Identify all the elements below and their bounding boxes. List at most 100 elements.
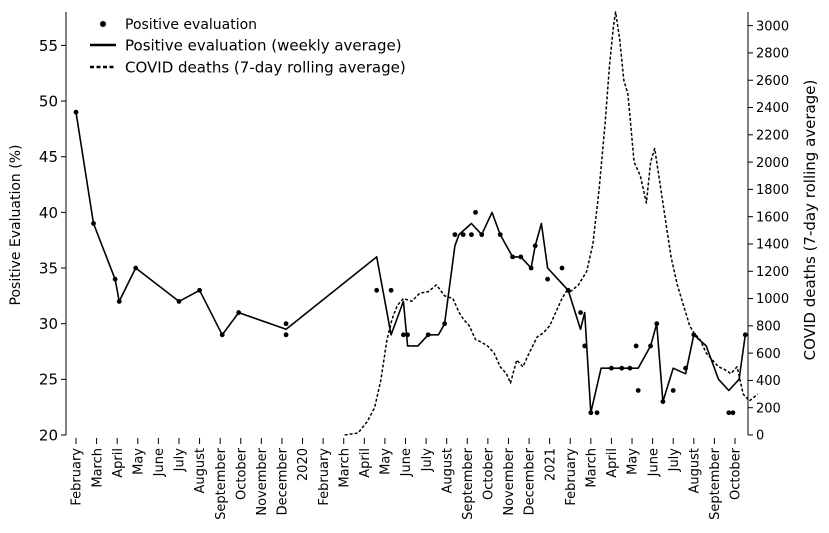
right-axis-tick-label: 1400 (756, 238, 789, 253)
data-point (559, 265, 565, 271)
x-axis-tick-label: June (646, 448, 661, 477)
data-point (588, 410, 594, 416)
data-point (627, 365, 633, 371)
x-axis-tick-label: October (729, 447, 744, 500)
x-axis-tick-label: April (111, 448, 126, 478)
x-axis-tick-label: August (440, 448, 455, 494)
left-axis-tick-label: 50 (39, 92, 58, 110)
x-axis-tick-label: August (687, 448, 702, 494)
data-point (91, 221, 96, 226)
data-point (219, 332, 225, 338)
x-axis-tick-label: March (585, 448, 600, 488)
x-axis-tick-label: October (234, 447, 249, 500)
x-axis-tick-label: March (90, 448, 105, 488)
legend: Positive evaluation Positive evaluation … (90, 17, 406, 76)
data-point (609, 365, 614, 371)
left-y-axis: 20 25 30 35 40 45 50 55 (39, 37, 66, 444)
data-point (112, 276, 118, 282)
left-axis-tick-label: 40 (39, 204, 58, 222)
data-point (582, 343, 588, 349)
right-axis-tick-label: 800 (756, 320, 781, 335)
x-axis-tick-label: May (626, 448, 641, 475)
series-weekly-average (75, 112, 747, 414)
data-point (654, 321, 660, 327)
x-axis-tick-label: September (708, 447, 723, 520)
data-point (460, 232, 466, 238)
data-point (452, 232, 458, 238)
data-point (442, 321, 448, 327)
x-axis-tick-label: May (379, 448, 394, 475)
data-point (565, 287, 571, 293)
data-point (283, 321, 289, 327)
data-point (578, 310, 583, 315)
right-axis-tick-label: 200 (756, 401, 781, 416)
data-point (660, 399, 666, 405)
x-axis-tick-label: July (420, 448, 435, 473)
x-axis-tick-label: September (461, 447, 476, 520)
left-axis-tick-label: 25 (39, 371, 58, 389)
data-point (283, 332, 289, 338)
data-point (532, 243, 538, 249)
right-axis-tick-label: 0 (756, 429, 764, 444)
x-axis-tick-label: February (317, 448, 332, 506)
left-axis-tick-label: 20 (39, 426, 58, 444)
data-point (742, 332, 748, 338)
x-axis-tick-label: October (482, 447, 497, 500)
x-axis-tick-label: April (605, 448, 620, 478)
x-axis-tick-label: September (214, 447, 229, 520)
right-axis-tick-label: 2400 (756, 101, 789, 116)
data-point (405, 332, 410, 338)
data-point (619, 365, 625, 371)
right-axis-label: COVID deaths (7-day rolling average) (801, 80, 819, 361)
right-y-axis: 0 200 400 600 800 1000 1200 1400 1600 1800 2000 220… (748, 19, 789, 444)
data-point (528, 265, 534, 271)
legend-label-points: Positive evaluation (125, 17, 257, 33)
legend-label-weekly: Positive evaluation (weekly average) (125, 36, 402, 54)
x-axis-tick-label: 2021 (543, 448, 558, 481)
right-axis-tick-label: 1800 (756, 183, 789, 198)
data-point (73, 109, 79, 115)
data-point (374, 287, 380, 293)
data-point (730, 410, 736, 416)
left-axis-tick-label: 30 (39, 315, 58, 333)
right-axis-tick-label: 600 (756, 347, 781, 362)
covid-deaths-line (344, 11, 759, 436)
right-axis-tick-label: 1600 (756, 210, 789, 225)
data-point (497, 232, 503, 238)
x-axis-tick-label: November (502, 447, 517, 515)
data-point (670, 388, 676, 393)
right-axis-tick-label: 2800 (756, 47, 789, 62)
right-axis-tick-label: 2600 (756, 74, 789, 89)
series-positive-points (73, 109, 748, 416)
left-axis-tick-label: 55 (39, 37, 58, 55)
legend-marker-points (100, 21, 106, 27)
legend-label-deaths: COVID deaths (7-day rolling average) (125, 58, 406, 76)
right-axis-tick-label: 3000 (756, 19, 789, 34)
x-axis-tick-label: August (193, 448, 208, 494)
data-point (726, 410, 732, 416)
data-point (510, 254, 515, 260)
data-point (594, 410, 600, 416)
x-axis-tick-label: March (337, 448, 352, 488)
x-axis-tick-label: June (399, 448, 414, 477)
x-axis-tick-label: February (70, 448, 85, 506)
data-point (545, 276, 550, 282)
x-axis-tick-label: February (564, 448, 579, 506)
data-point (236, 310, 242, 315)
data-point (197, 287, 202, 293)
data-point (401, 332, 406, 338)
left-axis-tick-label: 35 (39, 259, 58, 277)
x-axis: February March April May June July August Septe… (70, 438, 744, 520)
data-point (691, 332, 697, 338)
x-axis-tick-label: June (152, 448, 167, 477)
right-axis-tick-label: 2200 (756, 128, 789, 143)
right-axis-tick-label: 1200 (756, 265, 789, 280)
x-axis-tick-label: November (255, 447, 270, 515)
x-axis-tick-label: December (276, 447, 291, 515)
right-axis-tick-label: 2000 (756, 156, 789, 171)
data-point (469, 232, 474, 238)
data-point (635, 388, 641, 393)
data-point (473, 209, 478, 215)
x-axis-tick-label: July (667, 448, 682, 473)
